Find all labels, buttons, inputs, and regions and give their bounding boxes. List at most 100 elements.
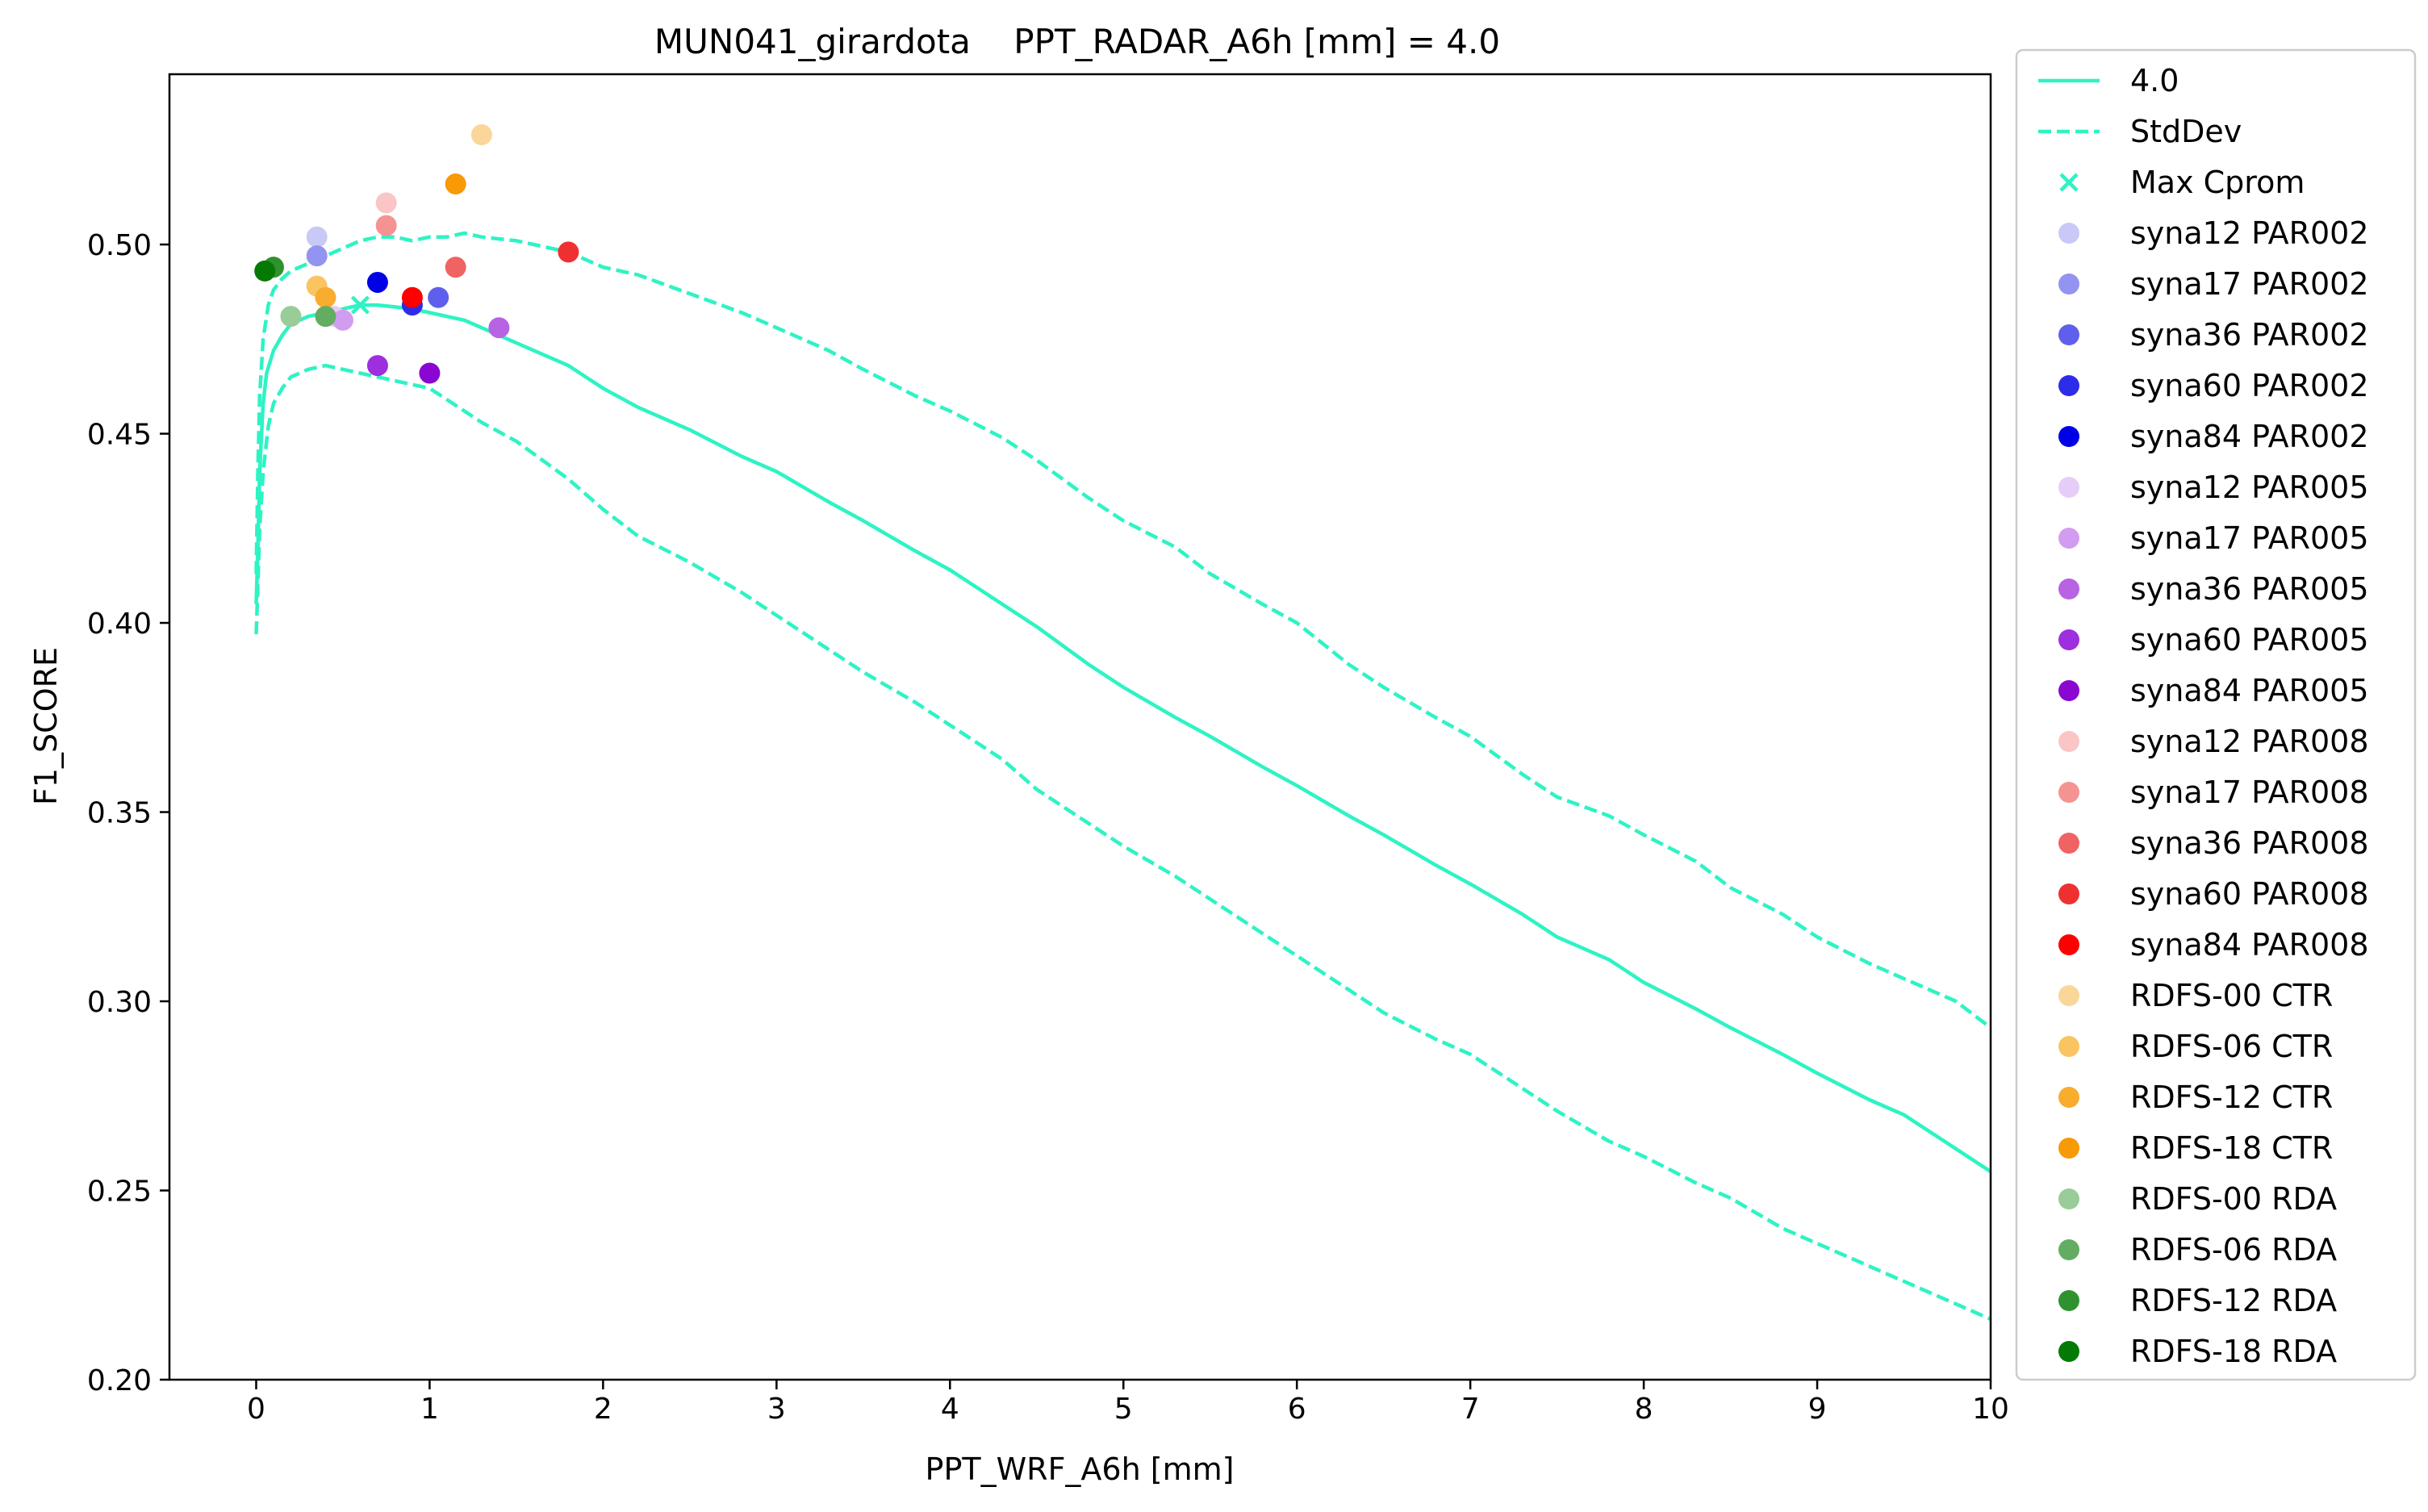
legend-entry: syna84 PAR008 <box>2058 927 2369 963</box>
legend-dot-swatch <box>2058 1290 2079 1311</box>
point-rdfs-00-rda <box>280 306 302 328</box>
point-syna17-par008 <box>375 215 397 236</box>
legend-label: StdDev <box>2130 114 2242 149</box>
legend-dot-swatch <box>2058 324 2079 345</box>
x-tick-label: 5 <box>1114 1393 1133 1426</box>
legend-label: syna60 PAR008 <box>2130 876 2369 912</box>
point-syna17-par002 <box>306 245 328 267</box>
point-rdfs-12-ctr <box>315 286 336 308</box>
legend-entry: syna60 PAR008 <box>2058 876 2369 912</box>
legend-dot-swatch <box>2058 578 2079 599</box>
legend-entry: RDFS-18 CTR <box>2058 1130 2333 1166</box>
legend-label: syna12 PAR005 <box>2130 470 2369 505</box>
x-tick-label: 8 <box>1635 1393 1653 1426</box>
point-rdfs-18-rda <box>254 260 276 282</box>
x-tick-label: 4 <box>941 1393 959 1426</box>
legend-entry: Max Cprom <box>2059 165 2305 200</box>
legend-entry: syna36 PAR002 <box>2058 317 2369 353</box>
series-line-4-0 <box>254 303 1992 1173</box>
legend-dot-swatch <box>2058 833 2079 854</box>
legend-label: syna36 PAR005 <box>2130 571 2369 607</box>
legend-entry: RDFS-18 RDA <box>2058 1334 2337 1369</box>
legend-dot-swatch <box>2058 223 2079 244</box>
legend-entry: syna12 PAR002 <box>2058 215 2369 251</box>
legend-label: 4.0 <box>2130 63 2179 98</box>
legend-entry: syna84 PAR002 <box>2058 419 2369 454</box>
point-syna84-par002 <box>366 271 388 293</box>
legend-entry: RDFS-06 CTR <box>2058 1029 2333 1064</box>
point-syna36-par008 <box>445 257 466 278</box>
legend-dot-swatch <box>2058 528 2079 549</box>
legend-label: syna36 PAR008 <box>2130 825 2369 861</box>
y-tick-label: 0.45 <box>87 419 152 452</box>
legend-dot-swatch <box>2058 1036 2079 1057</box>
legend-entry: syna60 PAR002 <box>2058 368 2369 403</box>
legend-entry: syna12 PAR008 <box>2058 724 2369 759</box>
x-tick-label: 10 <box>1972 1393 2009 1426</box>
legend-entry: RDFS-06 RDA <box>2058 1232 2337 1268</box>
legend-label: RDFS-18 RDA <box>2130 1334 2337 1369</box>
y-tick-label: 0.20 <box>87 1364 152 1397</box>
legend: 4.0 StdDev Max Cprom syna12 PAR002 syna17 PA… <box>2015 48 2417 1381</box>
point-syna36-par002 <box>428 286 449 308</box>
y-tick-label: 0.35 <box>87 797 152 830</box>
x-tick-label: 9 <box>1808 1393 1827 1426</box>
legend-dot-swatch <box>2058 985 2079 1006</box>
legend-label: RDFS-06 RDA <box>2130 1232 2337 1268</box>
legend-dot-swatch <box>2058 731 2079 752</box>
legend-entry: StdDev <box>2038 114 2242 149</box>
x-axis-label: PPT_WRF_A6h [mm] <box>926 1451 1235 1487</box>
legend-dot-swatch <box>2058 680 2079 701</box>
plot-area-frame <box>168 73 1992 1381</box>
series-line-stddev <box>254 231 1992 1030</box>
legend-label: syna17 PAR008 <box>2130 775 2369 810</box>
plot-layer <box>254 124 1992 1322</box>
x-tick-label: 6 <box>1288 1393 1306 1426</box>
x-tick-label: 2 <box>594 1393 612 1426</box>
legend-dot-swatch <box>2058 1188 2079 1209</box>
legend-label: Max Cprom <box>2130 165 2305 200</box>
legend-dot-swatch <box>2058 477 2079 498</box>
legend-label: syna17 PAR005 <box>2130 520 2369 556</box>
legend-dot-swatch <box>2058 1087 2079 1108</box>
legend-frame <box>2015 48 2417 1381</box>
legend-label: syna12 PAR002 <box>2130 215 2369 251</box>
legend-cross-swatch <box>2059 173 2079 192</box>
point-syna17-par005 <box>332 309 353 331</box>
legend-dot-swatch <box>2058 629 2079 650</box>
legend-dot-swatch <box>2058 934 2079 955</box>
legend-entry: syna36 PAR005 <box>2058 571 2369 607</box>
legend-dot-swatch <box>2058 426 2079 447</box>
legend-entry: syna84 PAR005 <box>2058 673 2369 708</box>
x-tick-label: 3 <box>767 1393 786 1426</box>
legend-label: syna84 PAR008 <box>2130 927 2369 963</box>
point-syna84-par008 <box>401 286 423 308</box>
legend-label: RDFS-06 CTR <box>2130 1029 2333 1064</box>
legend-label: RDFS-12 CTR <box>2130 1080 2333 1115</box>
legend-entry: RDFS-12 RDA <box>2058 1283 2337 1318</box>
legend-label: syna17 PAR002 <box>2130 266 2369 302</box>
x-tick-label: 1 <box>420 1393 439 1426</box>
y-tick-label: 0.25 <box>87 1176 152 1209</box>
legend-items: 4.0 StdDev Max Cprom syna12 PAR002 syna17 PA… <box>2038 63 2369 1369</box>
y-tick-label: 0.50 <box>87 229 152 262</box>
y-axis-label: F1_SCORE <box>28 647 64 805</box>
legend-label: syna60 PAR002 <box>2130 368 2369 403</box>
legend-dot-swatch <box>2058 375 2079 396</box>
x-tick-label: 0 <box>247 1393 265 1426</box>
point-syna12-par002 <box>306 226 328 248</box>
max-cprom-marker <box>350 295 370 315</box>
legend-dot-swatch <box>2058 1138 2079 1159</box>
legend-dot-swatch <box>2058 1239 2079 1260</box>
legend-entry: syna60 PAR005 <box>2058 622 2369 658</box>
legend-label: syna84 PAR005 <box>2130 673 2369 708</box>
point-syna12-par008 <box>375 192 397 214</box>
chart-title: MUN041_girardota PPT_RADAR_A6h [mm] = 4.… <box>654 22 1500 61</box>
point-rdfs-18-ctr <box>445 173 466 195</box>
legend-entry: RDFS-00 RDA <box>2058 1181 2337 1217</box>
point-syna36-par005 <box>488 317 510 339</box>
legend-label: syna12 PAR008 <box>2130 724 2369 759</box>
legend-label: RDFS-12 RDA <box>2130 1283 2337 1318</box>
legend-dot-swatch <box>2058 782 2079 803</box>
